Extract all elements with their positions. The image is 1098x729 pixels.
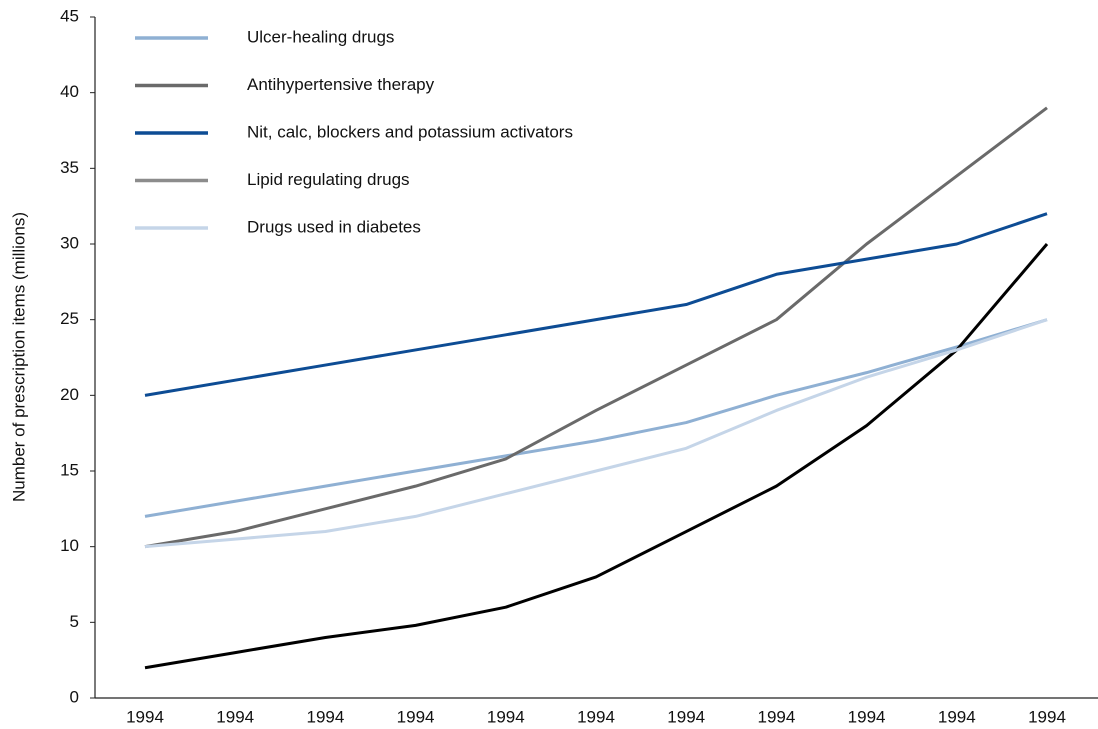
x-tick-label: 1994 — [938, 707, 976, 726]
x-tick-label: 1994 — [667, 707, 705, 726]
legend-label: Ulcer-healing drugs — [247, 27, 394, 46]
series-line — [144, 212, 1048, 397]
y-tick-label: 15 — [60, 460, 79, 479]
legend-label: Antihypertensive therapy — [247, 75, 435, 94]
y-tick-label: 25 — [60, 309, 79, 328]
x-tick-label: 1994 — [577, 707, 615, 726]
series-line — [144, 318, 1048, 549]
y-tick-label: 20 — [60, 385, 79, 404]
y-tick-label: 35 — [60, 158, 79, 177]
series-line — [144, 318, 1048, 518]
y-tick-label: 40 — [60, 82, 79, 101]
y-tick-label: 0 — [70, 687, 79, 706]
legend-label: Nit, calc, blockers and potassium activa… — [247, 122, 573, 141]
x-tick-label: 1994 — [757, 707, 795, 726]
series-line — [144, 243, 1049, 670]
legend-label: Drugs used in diabetes — [247, 217, 421, 236]
x-tick-label: 1994 — [848, 707, 886, 726]
y-tick-label: 5 — [70, 612, 79, 631]
y-tick-label: 30 — [60, 233, 79, 252]
x-tick-label: 1994 — [216, 707, 254, 726]
y-tick-label: 45 — [60, 6, 79, 25]
legend-label: Lipid regulating drugs — [247, 170, 410, 189]
x-tick-label: 1994 — [126, 707, 164, 726]
x-tick-label: 1994 — [306, 707, 344, 726]
x-tick-label: 1994 — [487, 707, 525, 726]
y-axis-label: Number of prescription items (millions) — [9, 212, 28, 502]
x-tick-label: 1994 — [397, 707, 435, 726]
series-line — [144, 106, 1048, 549]
x-tick-label: 1994 — [1028, 707, 1066, 726]
y-tick-label: 10 — [60, 536, 79, 555]
